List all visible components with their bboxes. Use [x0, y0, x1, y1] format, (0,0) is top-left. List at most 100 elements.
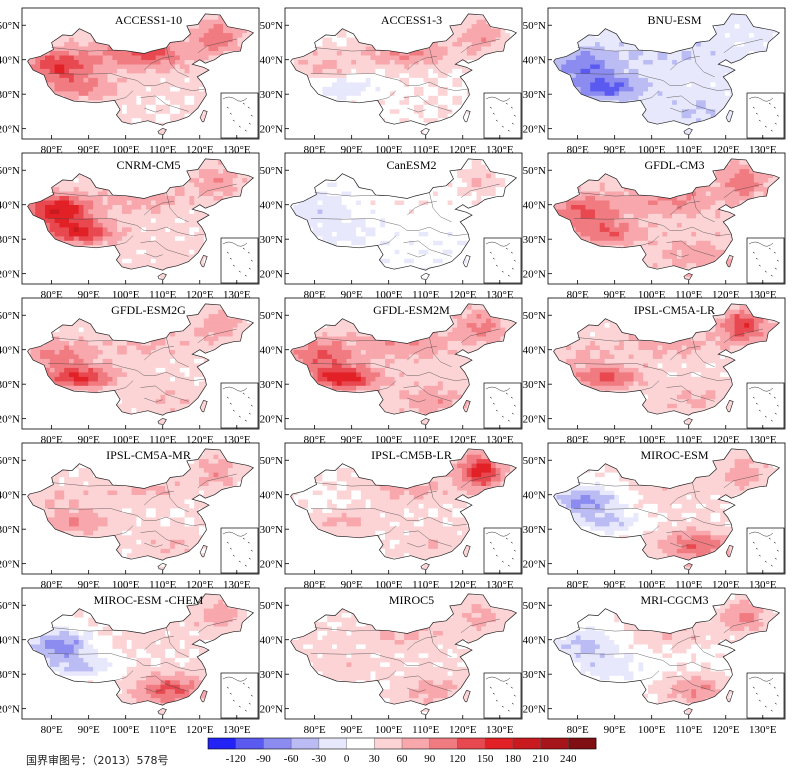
- anomaly-cell: [457, 37, 463, 43]
- inset-dash: [244, 129, 247, 132]
- anomaly-cell: [78, 86, 85, 92]
- anomaly-cell: [107, 77, 113, 83]
- anomaly-cell: [413, 72, 420, 78]
- anomaly-cell: [614, 63, 620, 69]
- anomaly-cell: [437, 113, 444, 119]
- anomaly-cell: [356, 77, 362, 83]
- anomaly-cell: [341, 86, 348, 92]
- anomaly-cell: [184, 113, 190, 119]
- anomaly-cell: [73, 63, 80, 69]
- anomaly-cell: [131, 90, 137, 96]
- anomaly-cell: [486, 41, 492, 47]
- anomaly-cell: [150, 63, 157, 69]
- anomaly-cell: [136, 68, 142, 74]
- anomaly-cell: [481, 37, 487, 43]
- anomaly-cell: [413, 104, 420, 110]
- anomaly-cell: [575, 59, 582, 65]
- anomaly-cell: [117, 199, 123, 205]
- anomaly-cell: [346, 68, 352, 74]
- anomaly-cell: [662, 90, 668, 96]
- y-tick-label: 30°N: [260, 89, 283, 101]
- anomaly-cell: [69, 199, 75, 205]
- anomaly-cell: [561, 54, 567, 60]
- anomaly-cell: [705, 95, 712, 101]
- anomaly-cell: [399, 90, 405, 96]
- anomaly-cell: [447, 104, 453, 110]
- anomaly-cell: [471, 41, 477, 47]
- anomaly-cell: [112, 63, 118, 69]
- anomaly-cell: [189, 37, 195, 43]
- anomaly-cell: [595, 41, 601, 47]
- anomaly-cell: [49, 186, 56, 192]
- anomaly-cell: [715, 32, 721, 38]
- anomaly-cell: [131, 68, 137, 74]
- anomaly-cell: [710, 90, 716, 96]
- anomaly-cell: [107, 190, 113, 196]
- anomaly-cell: [715, 72, 721, 78]
- anomaly-cell: [141, 262, 147, 268]
- anomaly-cell: [117, 213, 123, 219]
- anomaly-cell: [136, 217, 142, 223]
- anomaly-cell: [437, 68, 444, 74]
- anomaly-cell: [237, 32, 243, 38]
- anomaly-cell: [768, 32, 774, 38]
- anomaly-cell: [715, 28, 721, 34]
- anomaly-cell: [59, 50, 65, 56]
- anomaly-cell: [146, 68, 152, 74]
- anomaly-cell: [380, 63, 386, 69]
- anomaly-cell: [452, 45, 458, 51]
- anomaly-cell: [657, 108, 663, 114]
- region-border: [577, 47, 641, 52]
- anomaly-cell: [59, 81, 65, 87]
- anomaly-cell: [380, 99, 386, 105]
- anomaly-cell: [45, 199, 51, 205]
- anomaly-cell: [643, 54, 649, 60]
- anomaly-cell: [753, 37, 760, 43]
- anomaly-cell: [360, 90, 367, 96]
- anomaly-cell: [346, 54, 352, 60]
- anomaly-cell: [199, 95, 205, 101]
- anomaly-cell: [696, 77, 702, 83]
- anomaly-cell: [141, 240, 147, 246]
- anomaly-cell: [199, 90, 205, 96]
- anomaly-cell: [107, 63, 113, 69]
- anomaly-cell: [365, 95, 372, 101]
- anomaly-cell: [122, 253, 128, 259]
- anomaly-cell: [447, 90, 453, 96]
- anomaly-cell: [648, 50, 654, 56]
- anomaly-cell: [203, 28, 210, 34]
- anomaly-cell: [356, 41, 362, 47]
- anomaly-cell: [332, 37, 338, 43]
- anomaly-cell: [322, 72, 328, 78]
- anomaly-cell: [88, 235, 94, 241]
- anomaly-cell: [744, 19, 750, 25]
- anomaly-cell: [303, 54, 309, 60]
- anomaly-cell: [667, 99, 673, 105]
- anomaly-cell: [59, 235, 65, 241]
- region-border: [429, 104, 452, 112]
- anomaly-cell: [49, 72, 56, 78]
- anomaly-cell: [510, 32, 516, 38]
- anomaly-cell: [64, 50, 70, 56]
- anomaly-cell: [322, 59, 328, 65]
- anomaly-cell: [657, 63, 663, 69]
- anomaly-cell: [141, 208, 147, 214]
- anomaly-cell: [715, 81, 721, 87]
- anomaly-cell: [232, 45, 239, 51]
- anomaly-cell: [758, 32, 765, 38]
- anomaly-cell: [351, 50, 357, 56]
- anomaly-cell: [160, 68, 166, 74]
- anomaly-cell: [590, 81, 596, 87]
- anomaly-cell: [729, 54, 736, 60]
- anomaly-cell: [476, 28, 482, 34]
- anomaly-cell: [385, 104, 391, 110]
- anomaly-cell: [700, 90, 707, 96]
- anomaly-cell: [681, 77, 688, 83]
- anomaly-cell: [404, 72, 410, 78]
- anomaly-cell: [122, 50, 128, 56]
- anomaly-cell: [442, 68, 449, 74]
- anomaly-cell: [146, 95, 152, 101]
- anomaly-cell: [619, 81, 625, 87]
- anomaly-cell: [604, 32, 611, 38]
- anomaly-cell: [97, 186, 104, 192]
